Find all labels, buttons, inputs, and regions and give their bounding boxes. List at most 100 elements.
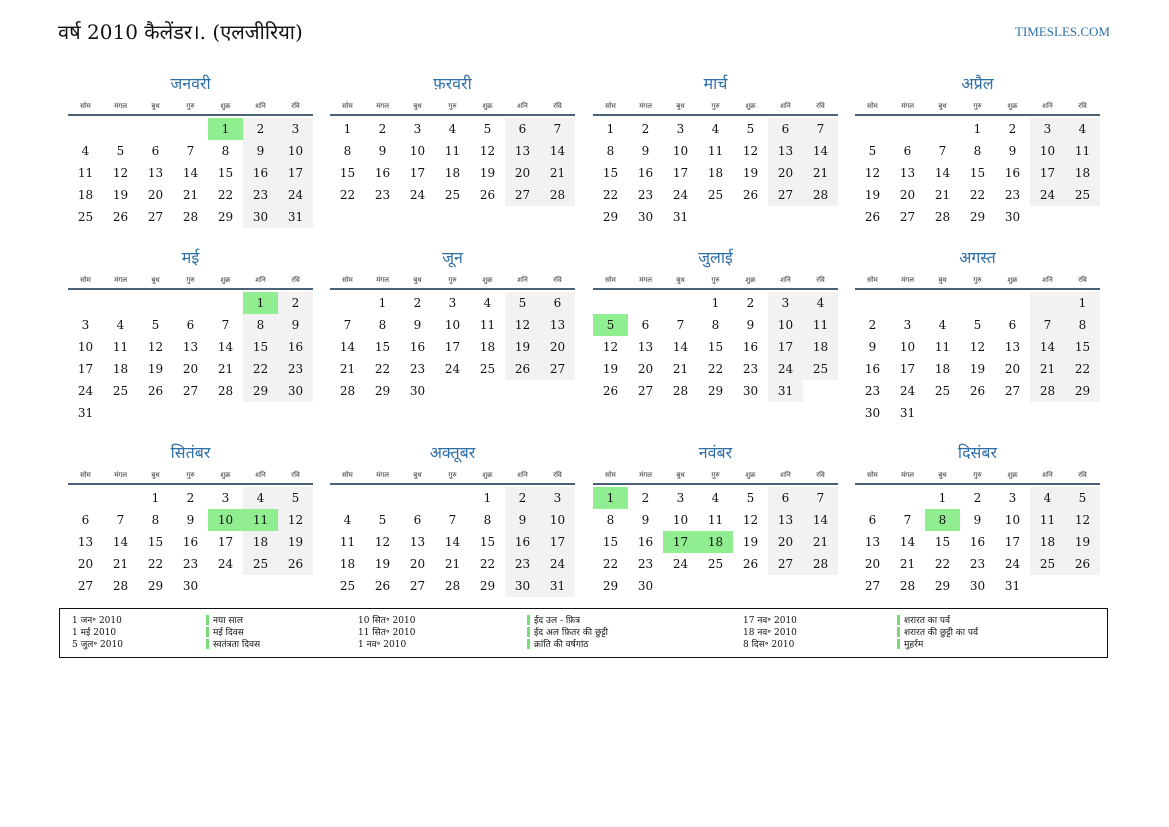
day-cell[interactable]: 8 — [606, 144, 615, 158]
day-cell[interactable]: 11 — [934, 340, 951, 354]
day-cell[interactable]: 11 — [479, 318, 496, 332]
day-cell[interactable]: 1 — [151, 491, 160, 505]
day-cell[interactable]: 27 — [1004, 384, 1021, 398]
day-cell[interactable]: 14 — [112, 535, 129, 549]
day-cell[interactable]: 4 — [343, 513, 352, 527]
day-cell[interactable]: 5 — [868, 144, 877, 158]
day-cell[interactable]: 12 — [505, 314, 540, 336]
day-cell[interactable]: 24 — [444, 362, 461, 376]
day-cell[interactable]: 9 — [746, 318, 755, 332]
day-cell[interactable]: 14 — [182, 166, 199, 180]
day-cell[interactable]: 11 — [707, 513, 724, 527]
day-cell[interactable]: 9 — [641, 513, 650, 527]
day-cell[interactable]: 30 — [243, 206, 278, 228]
day-cell[interactable]: 30 — [182, 579, 199, 593]
day-cell[interactable]: 26 — [112, 210, 129, 224]
day-cell[interactable]: 15 — [147, 535, 164, 549]
day-cell[interactable]: 27 — [505, 184, 540, 206]
day-cell[interactable]: 17 — [1030, 162, 1065, 184]
day-cell[interactable]: 5 — [1065, 487, 1100, 509]
day-cell[interactable]: 7 — [903, 513, 912, 527]
day-cell[interactable]: 11 — [339, 535, 356, 549]
day-cell[interactable]: 27 — [77, 579, 94, 593]
day-cell[interactable]: 14 — [444, 535, 461, 549]
day-cell[interactable]: 18 — [77, 188, 94, 202]
day-cell[interactable]: 30 — [969, 579, 986, 593]
day-cell[interactable]: 14 — [803, 509, 838, 531]
day-cell[interactable]: 27 — [540, 358, 575, 380]
day-cell[interactable]: 21 — [182, 188, 199, 202]
day-cell[interactable]: 29 — [602, 210, 619, 224]
day-cell[interactable]: 22 — [147, 557, 164, 571]
day-cell[interactable]: 4 — [1065, 118, 1100, 140]
day-cell[interactable]: 7 — [803, 118, 838, 140]
day-cell[interactable]: 26 — [602, 384, 619, 398]
day-cell[interactable]: 13 — [147, 166, 164, 180]
day-cell[interactable]: 20 — [768, 531, 803, 553]
day-cell[interactable]: 10 — [409, 144, 426, 158]
day-cell[interactable]: 11 — [1030, 509, 1065, 531]
day-cell[interactable]: 7 — [221, 318, 230, 332]
day-cell[interactable]: 28 — [540, 184, 575, 206]
day-cell[interactable]: 29 — [969, 210, 986, 224]
day-cell[interactable]: 18 — [444, 166, 461, 180]
day-cell[interactable]: 29 — [243, 380, 278, 402]
day-cell[interactable]: 3 — [81, 318, 90, 332]
day-cell[interactable]: 7 — [448, 513, 457, 527]
day-cell[interactable]: 17 — [672, 166, 689, 180]
day-cell[interactable]: 27 — [768, 553, 803, 575]
day-cell[interactable]: 16 — [637, 535, 654, 549]
day-cell[interactable]: 22 — [243, 358, 278, 380]
day-cell[interactable]: 10 — [1030, 140, 1065, 162]
day-cell[interactable]: 23 — [278, 358, 313, 380]
day-cell[interactable]: 10 — [672, 513, 689, 527]
day-cell[interactable]: 3 — [221, 491, 230, 505]
holiday-day-cell[interactable]: 11 — [243, 509, 278, 531]
day-cell[interactable]: 10 — [444, 318, 461, 332]
day-cell[interactable]: 6 — [768, 487, 803, 509]
day-cell[interactable]: 3 — [1008, 491, 1017, 505]
holiday-day-cell[interactable]: 1 — [243, 292, 278, 314]
day-cell[interactable]: 15 — [602, 166, 619, 180]
day-cell[interactable]: 21 — [540, 162, 575, 184]
day-cell[interactable]: 2 — [746, 296, 755, 310]
day-cell[interactable]: 13 — [77, 535, 94, 549]
day-cell[interactable]: 8 — [711, 318, 720, 332]
day-cell[interactable]: 18 — [1065, 162, 1100, 184]
day-cell[interactable]: 3 — [540, 487, 575, 509]
day-cell[interactable]: 23 — [637, 188, 654, 202]
day-cell[interactable]: 10 — [540, 509, 575, 531]
day-cell[interactable]: 19 — [278, 531, 313, 553]
day-cell[interactable]: 19 — [147, 362, 164, 376]
day-cell[interactable]: 23 — [1004, 188, 1021, 202]
day-cell[interactable]: 5 — [378, 513, 387, 527]
day-cell[interactable]: 24 — [278, 184, 313, 206]
day-cell[interactable]: 16 — [505, 531, 540, 553]
day-cell[interactable]: 24 — [899, 384, 916, 398]
day-cell[interactable]: 11 — [1065, 140, 1100, 162]
day-cell[interactable]: 28 — [444, 579, 461, 593]
day-cell[interactable]: 16 — [864, 362, 881, 376]
day-cell[interactable]: 19 — [864, 188, 881, 202]
day-cell[interactable]: 30 — [637, 210, 654, 224]
day-cell[interactable]: 24 — [1030, 184, 1065, 206]
day-cell[interactable]: 17 — [540, 531, 575, 553]
day-cell[interactable]: 16 — [742, 340, 759, 354]
day-cell[interactable]: 6 — [903, 144, 912, 158]
day-cell[interactable]: 20 — [637, 362, 654, 376]
day-cell[interactable]: 11 — [803, 314, 838, 336]
day-cell[interactable]: 28 — [1030, 380, 1065, 402]
day-cell[interactable]: 27 — [409, 579, 426, 593]
site-link[interactable]: TIMESLES.COM — [1015, 24, 1110, 39]
day-cell[interactable]: 17 — [444, 340, 461, 354]
day-cell[interactable]: 11 — [444, 144, 461, 158]
day-cell[interactable]: 24 — [672, 188, 689, 202]
day-cell[interactable]: 8 — [343, 144, 352, 158]
day-cell[interactable]: 22 — [339, 188, 356, 202]
day-cell[interactable]: 31 — [768, 380, 803, 402]
day-cell[interactable]: 1 — [1065, 292, 1100, 314]
day-cell[interactable]: 26 — [742, 188, 759, 202]
day-cell[interactable]: 12 — [969, 340, 986, 354]
day-cell[interactable]: 15 — [217, 166, 234, 180]
day-cell[interactable]: 6 — [413, 513, 422, 527]
